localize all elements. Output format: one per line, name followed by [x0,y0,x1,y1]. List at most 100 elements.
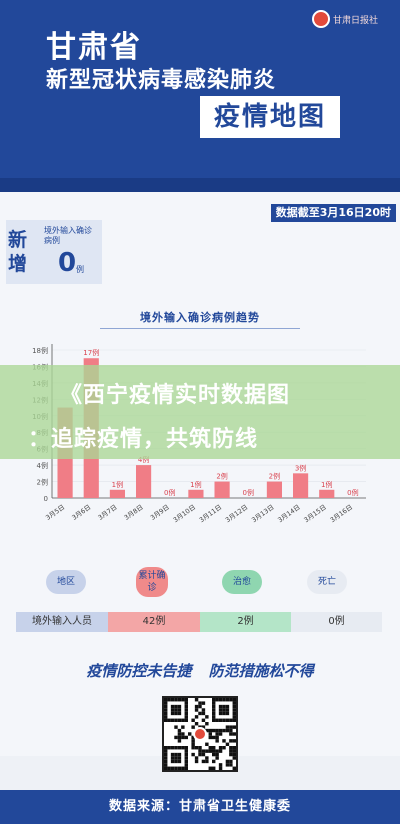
qr-module [215,728,219,733]
qr-module [164,763,168,767]
qr-module [170,711,175,716]
qr-module [174,698,178,702]
x-tick-label: 3月11日 [198,503,223,524]
data-label: 1例 [190,480,201,489]
x-tick-label: 3月15日 [302,503,327,524]
qr-module [164,708,168,712]
qr-module [184,752,188,757]
x-tick-label: 3月10日 [172,503,197,524]
qr-module [212,701,216,705]
qr-module [232,739,236,743]
logo-text: 甘肃日报社 [333,15,379,26]
qr-module [232,746,236,750]
qr-module [225,704,230,709]
qr-module [215,718,219,722]
qr-module [225,759,230,764]
qr-module [222,704,226,709]
qr-center-logo [193,727,207,741]
bar [135,465,152,498]
qr-module [194,759,199,764]
qr-module [164,711,168,716]
qr-module [232,752,236,757]
qr-module [218,732,223,736]
qr-module [181,732,185,736]
qr-module [212,759,216,764]
qr-module [174,752,178,757]
qr-module [205,756,209,760]
qr-module [181,735,185,740]
qr-module [177,718,182,722]
qr-module [229,698,233,702]
qr-module [232,715,236,719]
bar [292,473,309,498]
province-title: 甘肃省 [46,30,142,65]
map-title: 疫情地图 [200,96,340,138]
qr-module [222,718,226,722]
qr-module [198,749,202,753]
x-tick-label: 3月13日 [250,503,275,524]
qr-module [170,708,175,712]
qr-module [205,759,209,764]
qr-module [194,746,199,750]
qr-module [232,756,236,760]
summary-header-region: 地区 [46,570,86,594]
qr-module [170,698,175,702]
qr-module [232,749,236,753]
qr-module [215,739,219,743]
qr-module [208,766,212,770]
qr-module [205,715,209,719]
qr-module [174,708,178,712]
new-cases-title: 新增 [8,229,28,275]
qr-module [215,749,219,753]
qr-module [225,742,230,746]
qr-module [208,728,212,733]
qr-module [222,746,226,750]
qr-module [184,763,188,767]
qr-module [191,718,195,722]
qr-module [170,704,175,709]
qr-module [174,759,178,764]
qr-module [218,708,223,712]
qr-module [170,718,175,722]
qr-module [177,759,182,764]
qr-module [208,749,212,753]
new-cases-box: 新增 境外输入确诊病例 0 例 [6,220,102,284]
y-tick-label: 0 [44,495,48,503]
qr-module [225,728,230,733]
new-cases-unit: 例 [76,265,84,274]
data-label: 0例 [243,488,254,497]
qr-module [198,746,202,750]
qr-module [232,708,236,712]
qr-module [184,698,188,702]
qr-module [212,711,216,716]
new-cases-value: 0 [58,248,77,278]
qr-module [222,711,226,716]
qr-module [164,759,168,764]
x-tick-label: 3月14日 [276,503,301,524]
logo-icon [312,10,330,28]
qr-module [232,698,236,702]
summary-header-deaths: 死亡 [307,570,347,594]
qr-module [222,728,226,733]
qr-module [232,718,236,722]
qr-module [215,735,219,740]
qr-module [208,732,212,736]
qr-module [229,725,233,729]
qr-module [201,725,206,729]
qr-module [191,742,195,746]
qr-module [194,704,199,709]
qr-module [170,746,175,750]
summary-row: 境外输入人员 42例 2例 0例 [16,612,382,632]
qr-module [212,715,216,719]
y-tick-label: 4例 [37,461,48,470]
qr-module [215,698,219,702]
qr-module [212,708,216,712]
qr-module [184,735,188,740]
qr-module [177,746,182,750]
qr-module [198,701,202,705]
qr-module [174,704,178,709]
qr-module [225,708,230,712]
qr-module [184,701,188,705]
qr-module [225,698,230,702]
summary-cell-region: 境外输入人员 [16,612,108,632]
